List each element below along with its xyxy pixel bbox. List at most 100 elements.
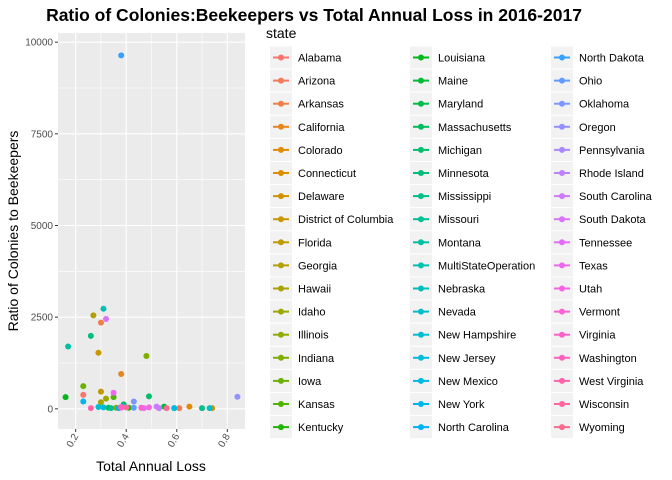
data-point [97,399,104,406]
x-axis-title: Total Annual Loss [96,458,206,474]
legend-item: Montana [410,231,482,254]
legend-key-point [278,146,284,153]
data-point [153,403,160,410]
legend-key-point [559,54,565,61]
legend-item: Kansas [270,393,335,415]
legend-label: Louisiana [438,53,486,65]
legend-label: Connecticut [298,168,356,180]
legend-label: Hawaii [298,284,331,296]
data-point [62,394,69,401]
legend-item: Illinois [270,323,329,346]
legend-key-point [559,331,565,338]
legend-key-point [278,377,284,384]
legend-key-point [418,123,424,130]
y-tick-label: 5000 [31,221,54,232]
legend-label: Georgia [298,260,338,272]
legend-key-point [559,285,565,292]
legend-label: Oklahoma [579,99,630,111]
data-point [103,316,110,322]
legend-item: Wyoming [551,416,625,439]
legend-label: Idaho [298,307,326,319]
legend-label: Delaware [298,191,344,203]
legend-item: Texas [551,254,608,277]
x-axis: 0.2 0.4 0.6 0.8 [65,429,233,450]
legend-items: Alabama Arizona Arkansas California Colorado… [270,46,653,439]
data-point [80,398,87,405]
data-point [97,319,104,326]
y-tick-label: 7500 [31,129,54,140]
legend-item: Utah [551,277,602,300]
legend-key-point [559,401,565,407]
x-tick-label: 0.4 [115,432,132,450]
legend-item: Georgia [270,254,338,277]
legend-label: Massachusetts [438,122,512,134]
legend-item: Kentucky [270,416,344,439]
legend-item: Florida [270,231,333,254]
y-axis: 0 2500 5000 7500 10000 [25,38,58,415]
legend-label: Wisconsin [579,399,629,411]
data-point [100,305,107,312]
y-axis-title: Ratio of Colonies to Beekeepers [5,131,21,332]
legend-key-point [418,262,424,269]
legend-label: Nevada [438,307,477,319]
legend-item: California [270,115,345,138]
legend-label: Montana [438,237,482,249]
legend-key-point [278,308,284,315]
legend-item: South Dakota [551,208,647,231]
legend-item: District of Columbia [270,208,394,231]
legend-key-point [559,123,565,130]
legend-item: Vermont [551,300,620,323]
legend-key-point [559,239,565,246]
grid-minor [58,33,245,429]
legend-label: Utah [579,284,602,296]
legend-item: North Carolina [410,416,510,439]
legend-label: Washington [579,353,637,365]
x-tick-label: 0.6 [166,432,183,450]
legend-key-point [418,354,424,361]
legend-label: Iowa [298,376,322,388]
legend-label: Wyoming [579,422,625,434]
legend-key-point [278,54,284,61]
legend-label: Illinois [298,330,329,342]
data-point [176,405,183,412]
legend-item: New Hampshire [410,323,516,346]
legend-key-point [278,262,284,269]
legend-label: Vermont [579,307,620,319]
legend-label: New York [438,399,485,411]
data-point [118,371,125,377]
legend-key-point [278,193,284,200]
grid-major [58,33,245,429]
legend-title: state [266,25,297,41]
legend-item: Maine [410,69,468,92]
legend-key-point [559,308,565,315]
data-point [130,404,137,411]
legend-label: Missouri [438,214,479,226]
legend-item: Colorado [270,138,343,161]
data-point [199,405,206,412]
y-tick-label: 10000 [25,38,53,49]
legend-item: Wisconsin [551,393,629,415]
x-tick-label: 0.8 [216,432,233,450]
data-point [95,404,102,410]
legend-key-point [278,216,284,223]
legend-key-point [278,123,284,130]
legend-label: Texas [579,260,608,272]
data-point [143,353,150,360]
legend-key-point [559,262,565,269]
data-point [118,404,125,410]
data-point [163,405,170,412]
legend-label: California [298,122,345,134]
legend-key-point [418,54,424,61]
legend-item: Idaho [270,300,326,323]
legend-key-point [418,100,424,107]
legend-label: Arizona [298,76,336,88]
legend-item: Nebraska [410,277,486,300]
legend-label: Oregon [579,122,616,134]
legend-label: Maine [438,76,468,88]
legend-item: North Dakota [551,46,645,69]
legend-key-point [418,77,424,84]
data-point [138,404,145,411]
data-point [118,52,125,59]
legend-item: Washington [551,346,637,369]
